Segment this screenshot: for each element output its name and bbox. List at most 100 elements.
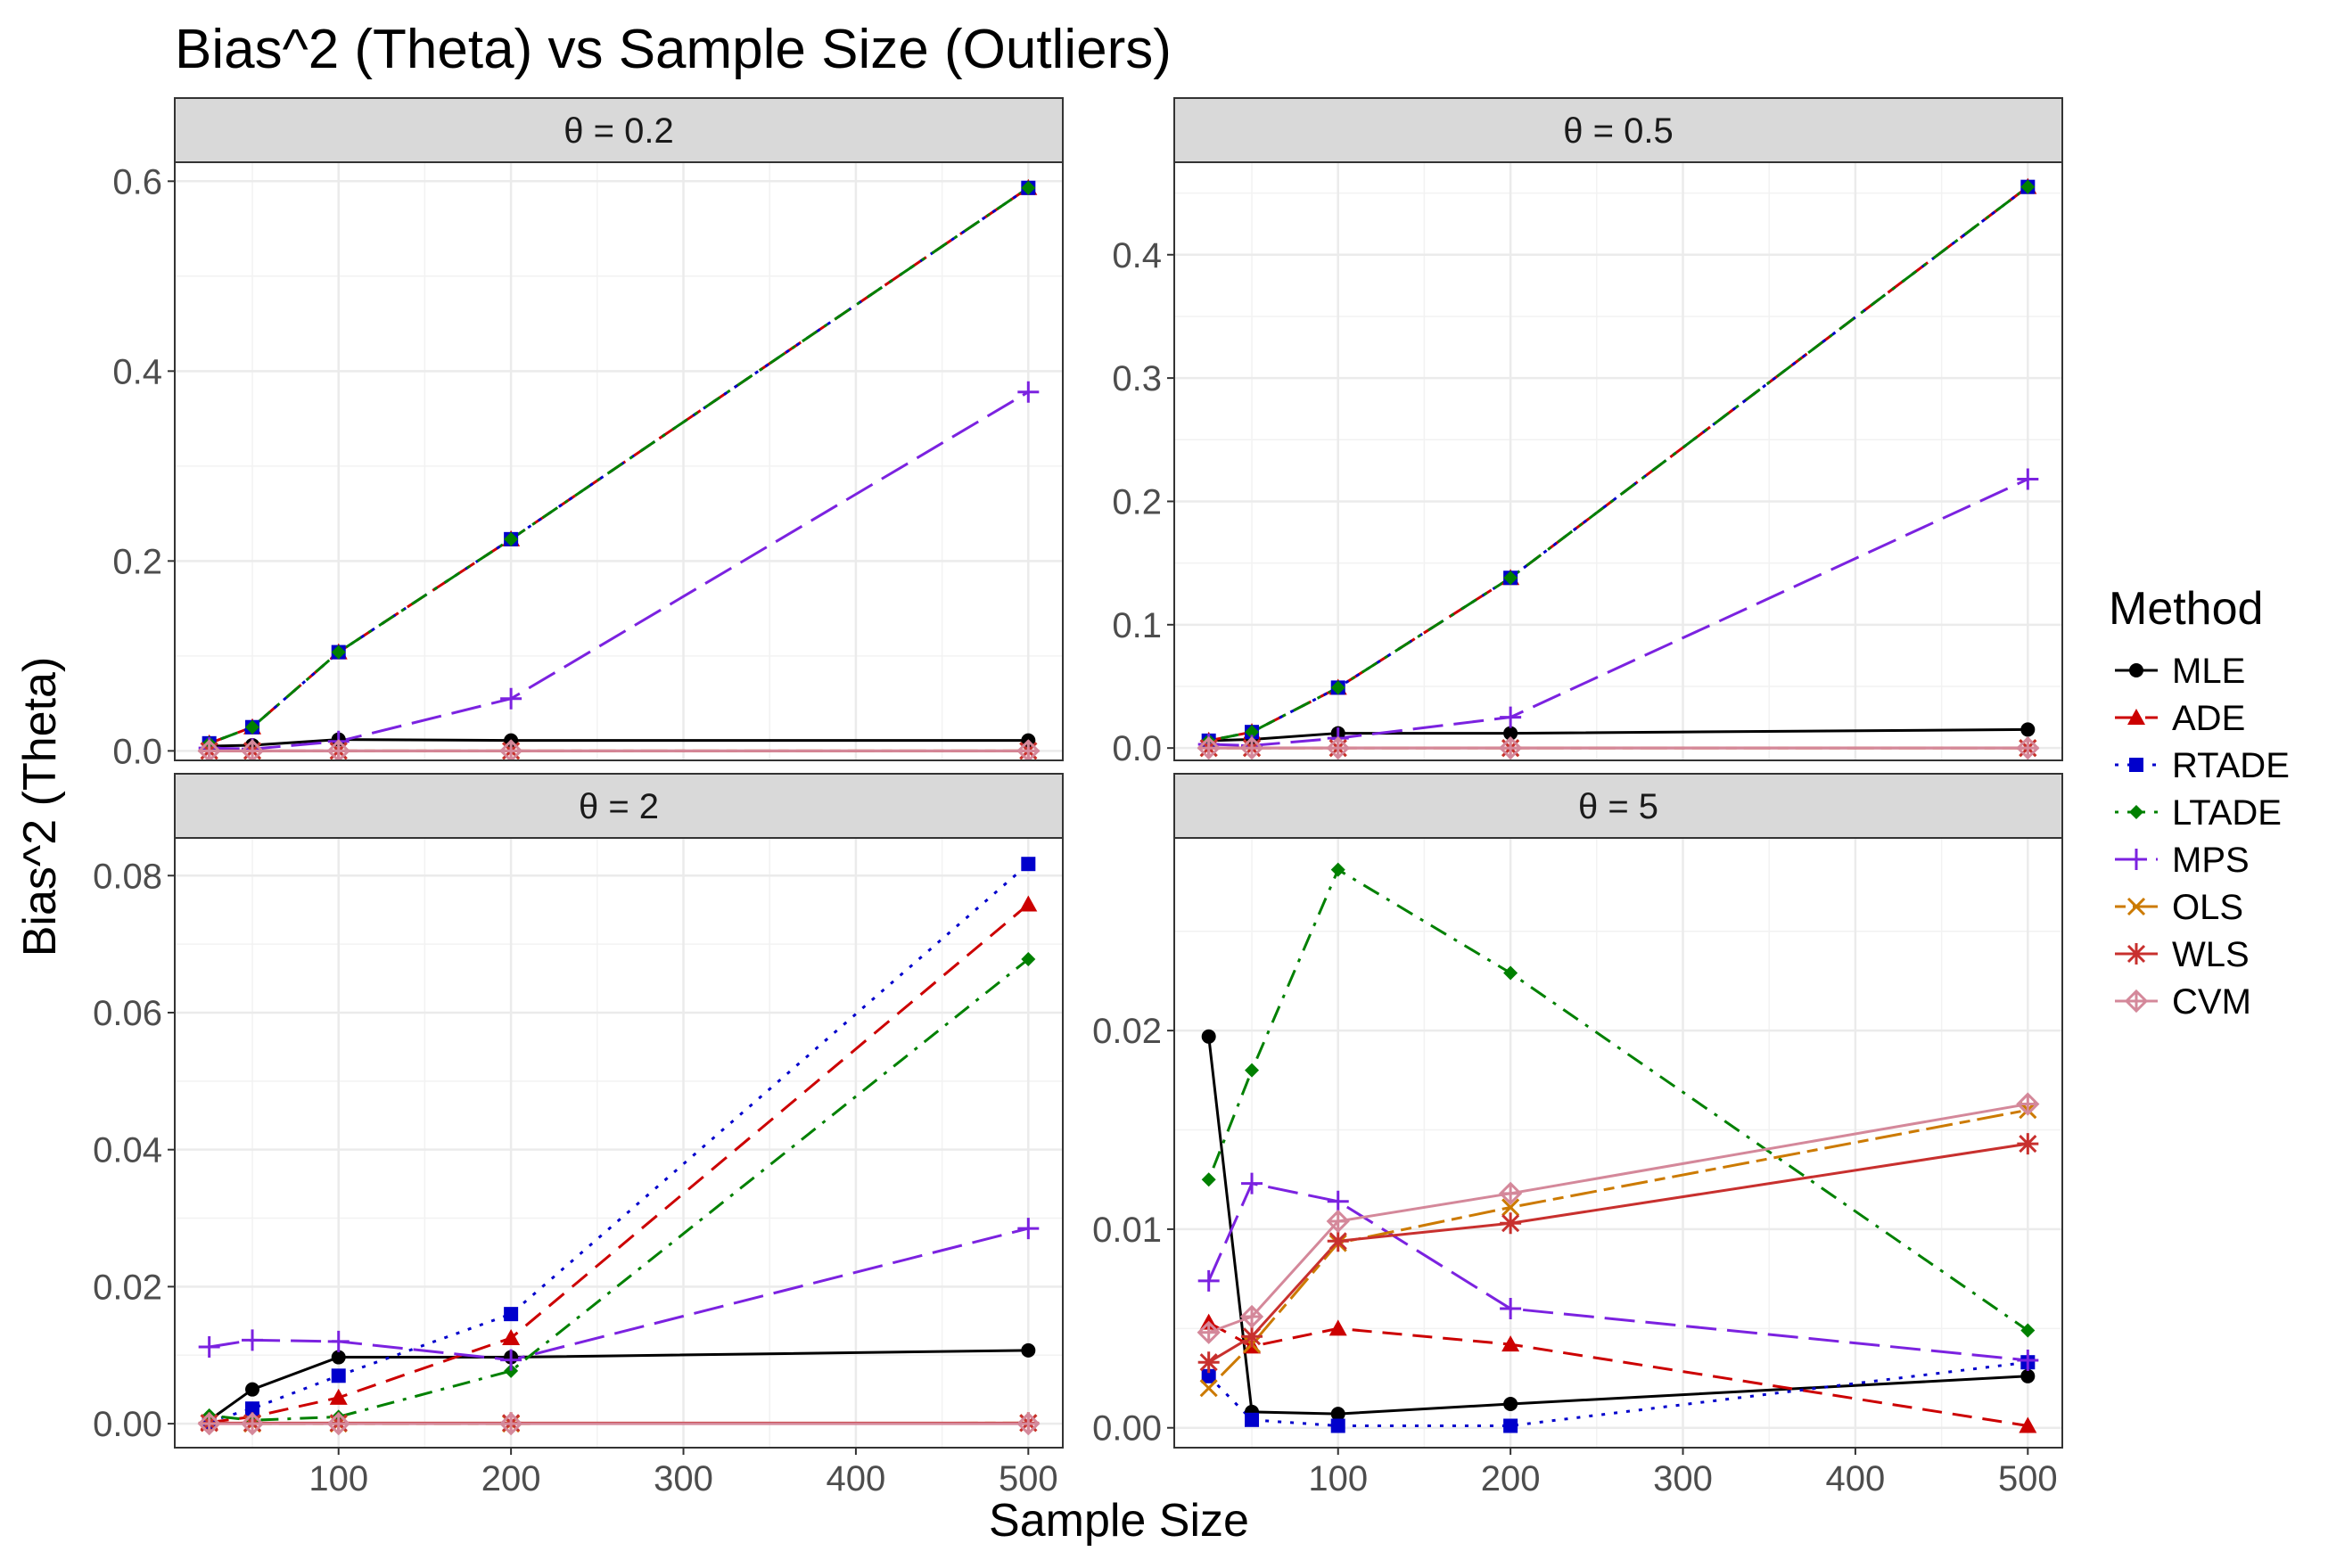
point-mle — [245, 1382, 260, 1397]
point-ltade — [1021, 180, 1036, 195]
plot-area — [1174, 838, 2062, 1448]
point-rtade — [1021, 857, 1036, 872]
y-tick-label: 0.0 — [112, 732, 162, 771]
y-tick-label: 0.00 — [93, 1405, 162, 1444]
y-tick-label: 0.6 — [112, 162, 162, 201]
panel-strip-label: θ = 0.5 — [1563, 111, 1673, 151]
legend-label: RTADE — [2172, 746, 2290, 785]
point-wls — [2017, 1133, 2039, 1155]
panel-4: θ = 5 0.00 0.01 0.02 100 200 300 400 500 — [1092, 773, 2063, 1498]
panel-border — [174, 161, 1064, 761]
point-ltade — [2020, 179, 2036, 194]
point-cvm — [499, 1411, 523, 1436]
point-mps — [198, 1336, 220, 1359]
y-tick-label: 0.4 — [1112, 236, 1162, 275]
point-mps — [1017, 381, 1040, 403]
point-ade — [329, 1388, 348, 1405]
legend-item-rtade: RTADE — [2115, 746, 2290, 785]
legend-label: MLE — [2172, 652, 2245, 691]
legend-key-marker — [2127, 709, 2145, 725]
x-tick-label: 100 — [1308, 1459, 1368, 1498]
point-ltade — [1330, 862, 1345, 877]
y-tick-label: 0.06 — [93, 994, 162, 1033]
legend-key-marker — [2126, 897, 2146, 916]
point-mps — [1327, 1190, 1349, 1212]
y-tick-label: 0.01 — [1092, 1211, 1162, 1250]
legend-label: CVM — [2172, 982, 2251, 1022]
point-ade — [1019, 895, 1038, 912]
point-wls — [1197, 1351, 1220, 1374]
point-ade — [1329, 1319, 1347, 1336]
panel-border — [1173, 161, 2063, 761]
point-cvm — [2016, 736, 2040, 760]
point-wls — [1241, 1326, 1263, 1348]
point-mps — [1241, 1172, 1263, 1194]
point-cvm — [240, 1411, 265, 1436]
point-ltade — [504, 1363, 519, 1378]
legend-label: WLS — [2172, 935, 2250, 974]
legend-label: LTADE — [2172, 793, 2282, 833]
y-tick-label: 0.02 — [93, 1268, 162, 1307]
point-mps — [500, 687, 522, 710]
panel-border — [1173, 837, 2063, 1449]
point-rtade — [1330, 1418, 1345, 1433]
point-mps — [1500, 706, 1522, 728]
point-ltade — [331, 644, 346, 660]
legend-item-ltade: LTADE — [2115, 793, 2282, 833]
legend-key-marker — [2129, 663, 2143, 677]
legend-key-marker — [2129, 805, 2143, 819]
point-ltade — [1021, 952, 1036, 967]
y-tick-label: 0.2 — [1112, 482, 1162, 521]
y-tick-label: 0.4 — [112, 352, 162, 391]
panels: θ = 0.2 0.0 0.2 0.4 0.6 θ = 0.5 0.0 0.1 0.2 0.3 0.… — [93, 97, 2063, 1498]
legend-label: MPS — [2172, 841, 2250, 880]
x-tick-label: 200 — [481, 1459, 541, 1498]
point-ade — [502, 1329, 521, 1346]
point-cvm — [1016, 739, 1041, 760]
point-ade — [2019, 1416, 2037, 1433]
x-tick-label: 500 — [999, 1459, 1058, 1498]
series-line-rtade — [1207, 1360, 2028, 1427]
legend-item-mle: MLE — [2115, 652, 2245, 691]
plot-area — [175, 162, 1063, 760]
legend-key-marker — [2126, 943, 2147, 965]
plot-area — [175, 838, 1063, 1448]
point-mle — [2020, 1368, 2036, 1383]
chart-title: Bias^2 (Theta) vs Sample Size (Outliers) — [175, 19, 1172, 80]
point-mps — [2017, 1349, 2039, 1371]
panel-strip — [174, 97, 1064, 163]
panel-strip-label: θ = 0.2 — [563, 111, 673, 151]
y-tick-label: 0.02 — [1092, 1012, 1162, 1051]
gridlines — [175, 162, 1063, 760]
x-tick-label: 400 — [827, 1459, 886, 1498]
point-rtade — [504, 1307, 519, 1322]
point-ade — [1501, 1335, 1520, 1352]
point-cvm — [1239, 1304, 1264, 1329]
point-cvm — [1197, 736, 1221, 760]
point-cvm — [1239, 736, 1264, 760]
point-cvm — [1197, 1320, 1221, 1344]
legend-title: Method — [2109, 583, 2263, 635]
point-mps — [1017, 1218, 1040, 1240]
panel-strip — [174, 773, 1064, 839]
point-mle — [1503, 726, 1518, 741]
point-mle — [1021, 1342, 1036, 1358]
panel-3: θ = 2 0.00 0.02 0.04 0.06 0.08 100 200 300 400 500 — [93, 773, 1064, 1498]
point-mle — [2020, 722, 2036, 737]
point-ltade — [245, 719, 260, 735]
point-ltade — [1245, 725, 1260, 740]
point-ols — [1199, 1379, 1218, 1398]
legend-label: ADE — [2172, 699, 2245, 738]
point-cvm — [1499, 1181, 1523, 1205]
legend-item-wls: WLS — [2115, 935, 2250, 974]
point-cvm — [1016, 1411, 1041, 1436]
point-cvm — [197, 1411, 221, 1436]
x-tick-label: 500 — [1998, 1459, 2058, 1498]
series-line-ade — [1208, 185, 2029, 743]
panel-strip — [1173, 97, 2063, 163]
x-tick-label: 100 — [308, 1459, 368, 1498]
y-tick-label: 0.0 — [1112, 729, 1162, 768]
legend-item-cvm: CVM — [2115, 982, 2251, 1022]
x-tick-label: 300 — [1653, 1459, 1713, 1498]
y-tick-label: 0.3 — [1112, 359, 1162, 398]
